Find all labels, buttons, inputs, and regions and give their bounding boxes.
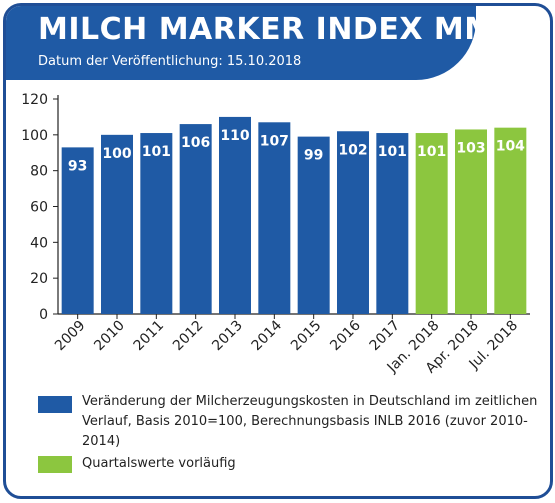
bar [179,124,212,314]
x-tick-label: 2014 [249,317,286,354]
x-tick-label: 2009 [52,318,89,355]
y-tick-label: 120 [21,92,48,108]
legend-label-quarterly: Quartalswerte vorläufig [82,456,236,471]
x-tick-label: 2015 [288,318,325,355]
bar [101,134,133,314]
y-tick-label: 100 [21,128,48,144]
bar [140,133,173,314]
x-tick-label: 2012 [170,318,207,355]
x-tick-label: 2016 [327,317,364,354]
legend-swatch-quarterly [38,456,72,473]
y-tick-label: 20 [30,271,48,287]
bar-value-label: 101 [378,144,407,160]
bar-value-label: 100 [102,146,131,162]
x-tick-label: 2017 [367,318,404,355]
bar-value-label: 99 [304,148,323,164]
bar-value-label: 106 [181,135,210,151]
y-tick-label: 60 [30,200,48,216]
bar-value-label: 101 [142,144,171,160]
bar [494,127,527,315]
bar-value-label: 107 [260,133,289,149]
bar-value-label: 103 [456,140,485,156]
bar [258,122,291,315]
y-tick-label: 0 [39,307,48,323]
y-tick-label: 40 [30,235,48,251]
bar-value-label: 101 [417,144,446,160]
header-banner: MILCH MARKER INDEX MMI Datum der Veröffe… [6,6,506,80]
bar [337,131,369,314]
bar-value-label: 102 [338,142,367,158]
publication-date: Datum der Veröffentlichung: 15.10.2018 [38,54,302,69]
bar [376,133,409,314]
bar-value-label: 104 [496,139,525,155]
bar-value-label: 93 [68,158,87,174]
legend-label-annual: Veränderung der Milcherzeugungskosten in… [82,394,538,449]
bar [415,133,448,314]
y-tick-label: 80 [30,164,48,180]
bar-value-label: 110 [220,128,249,144]
bar [219,116,251,315]
bar [61,147,94,314]
bar [297,136,330,314]
legend-swatch-annual [38,396,72,413]
bar [455,129,487,314]
x-tick-label: 2010 [91,318,128,355]
x-tick-label: 2013 [209,318,246,355]
chart-title: MILCH MARKER INDEX MMI [38,12,507,47]
x-tick-label: 2011 [131,318,168,355]
